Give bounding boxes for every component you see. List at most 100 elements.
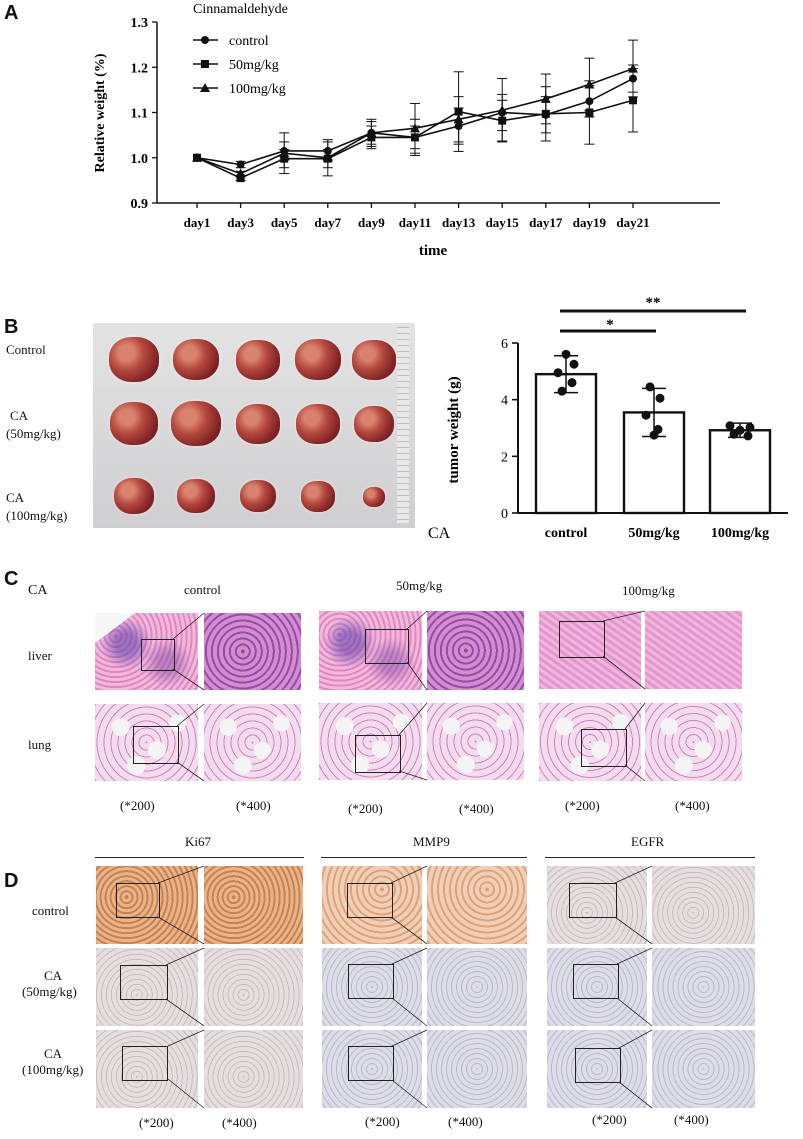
tumor-weight-bar-chart: 0 2 4 6 tumor weight (g) control 50mg/kg 100mg/… [428, 295, 788, 542]
y-tick-label: 1.0 [131, 152, 149, 167]
group-label-100: 100mg/kg [622, 583, 675, 598]
row-label-ca-50: CA [10, 408, 29, 423]
ihc-mmp9-control-400 [427, 866, 527, 944]
data-point-100mg/kg [453, 114, 464, 124]
marker-label-mmp9: MMP9 [413, 834, 450, 849]
tumor-specimen [109, 337, 159, 382]
row-label-d-control: control [32, 903, 69, 918]
legend-label: 100mg/kg [229, 82, 286, 97]
row-label-lung: lung [28, 737, 52, 752]
legend-marker [201, 36, 209, 44]
histology-control-liver-200 [95, 613, 198, 690]
ihc-egfr-control-200 [547, 866, 647, 944]
row-label-d-ca50-dose: (50mg/kg) [22, 984, 77, 999]
data-point [641, 410, 651, 420]
ihc-mmp9-100-200 [322, 1030, 422, 1108]
data-point-100mg/kg [235, 168, 246, 178]
histology-control-lung-400 [204, 704, 301, 781]
x-tick-label: day19 [573, 215, 607, 230]
x-tick-label: day17 [529, 215, 563, 230]
bar-control [534, 372, 598, 515]
legend-title: Cinnamaldehyde [193, 2, 288, 17]
x-tick-label: day15 [486, 215, 520, 230]
x-tick-label: day7 [314, 215, 341, 230]
row-label-control: Control [6, 342, 46, 357]
ihc-ki67-100-200 [96, 1030, 198, 1108]
marker-label-ki67: Ki67 [185, 834, 211, 849]
data-point-100mg/kg [279, 148, 290, 158]
mag-high-d1: (*400) [222, 1115, 257, 1130]
category-label: 100mg/kg [711, 526, 769, 541]
divider-ki67 [95, 857, 304, 858]
mag-low-c2: (*200) [348, 801, 383, 816]
panel-letter-b: B [4, 316, 19, 338]
data-point [567, 378, 577, 388]
x-tick-label: day5 [271, 215, 298, 230]
zoom-box [581, 729, 627, 767]
row-label-d-ca100: CA [44, 1046, 63, 1061]
weight-line-chart: 0.9 1.0 1.1 1.2 1.3 day1 day3 day5 day7 day9 day11… [93, 2, 720, 259]
y-tick-label: 4 [501, 394, 508, 409]
data-point [553, 368, 563, 378]
y-tick-label: 1.3 [131, 16, 149, 31]
group-label-control: control [184, 582, 221, 597]
sig-label-double: ** [646, 295, 661, 311]
histology-100-lung-400 [645, 703, 742, 781]
histology-100-liver-400 [645, 611, 742, 689]
tumor-specimen [110, 402, 158, 446]
tumor-specimen [173, 339, 219, 381]
x-tick-label: day1 [184, 215, 211, 230]
row-label-ca-100: CA [6, 490, 25, 505]
bar-100mg/kg [708, 429, 772, 515]
y-axis-title: tumor weight (g) [446, 376, 462, 483]
mag-low-d2: (*200) [365, 1114, 400, 1129]
mag-low-d3: (*200) [592, 1112, 627, 1127]
group-label-50: 50mg/kg [396, 578, 443, 593]
histology-50-liver-200 [319, 611, 422, 690]
ihc-egfr-control-400 [652, 866, 755, 944]
row-label-liver: liver [28, 648, 52, 663]
x-tick-label: day3 [227, 215, 254, 230]
data-point-100mg/kg [322, 152, 333, 162]
mag-high-d2: (*400) [448, 1114, 483, 1129]
data-point-100mg/kg [628, 63, 638, 73]
ihc-ki67-100-400 [204, 1030, 303, 1108]
tumor-specimen [236, 340, 280, 380]
tumor-specimen [301, 481, 335, 512]
divider-mmp9 [321, 857, 527, 858]
data-point [645, 382, 655, 392]
row-label-ca-50-dose: (50mg/kg) [6, 426, 61, 441]
tumor-specimen [352, 340, 396, 380]
tumor-photo [93, 323, 415, 528]
data-point [743, 431, 753, 441]
legend-marker [201, 60, 209, 68]
data-point-100mg/kg [192, 152, 202, 162]
data-point-100mg/kg [497, 105, 508, 115]
legend-marker [200, 83, 210, 92]
data-point-50mg/kg [629, 96, 637, 105]
y-tick-label: 1.2 [131, 61, 149, 76]
zoom-box [559, 621, 605, 658]
data-point-100mg/kg [410, 123, 420, 133]
data-point [649, 430, 659, 440]
data-point [729, 429, 739, 439]
row-label-d-ca100-dose: (100mg/kg) [22, 1062, 84, 1077]
mag-high-c3: (*400) [675, 798, 710, 813]
tumor-specimen [354, 406, 394, 442]
category-label: control [545, 526, 588, 541]
panel-letter-c: C [4, 568, 19, 590]
histology-50-lung-400 [427, 703, 524, 780]
tumor-specimen [295, 339, 341, 381]
ihc-mmp9-50-400 [427, 948, 527, 1026]
histology-50-liver-400 [427, 611, 524, 690]
mag-low-c3: (*200) [565, 798, 600, 813]
panel-letter-d: D [4, 870, 19, 892]
ihc-ki67-control-400 [204, 866, 303, 944]
zoom-connector-lines-c [172, 610, 646, 782]
ihc-mmp9-control-200 [322, 866, 422, 944]
zoom-box [141, 639, 175, 671]
sig-label-single: * [606, 317, 614, 333]
mag-low-c1: (*200) [120, 798, 155, 813]
ihc-mmp9-50-200 [322, 948, 422, 1026]
data-point [725, 421, 735, 431]
